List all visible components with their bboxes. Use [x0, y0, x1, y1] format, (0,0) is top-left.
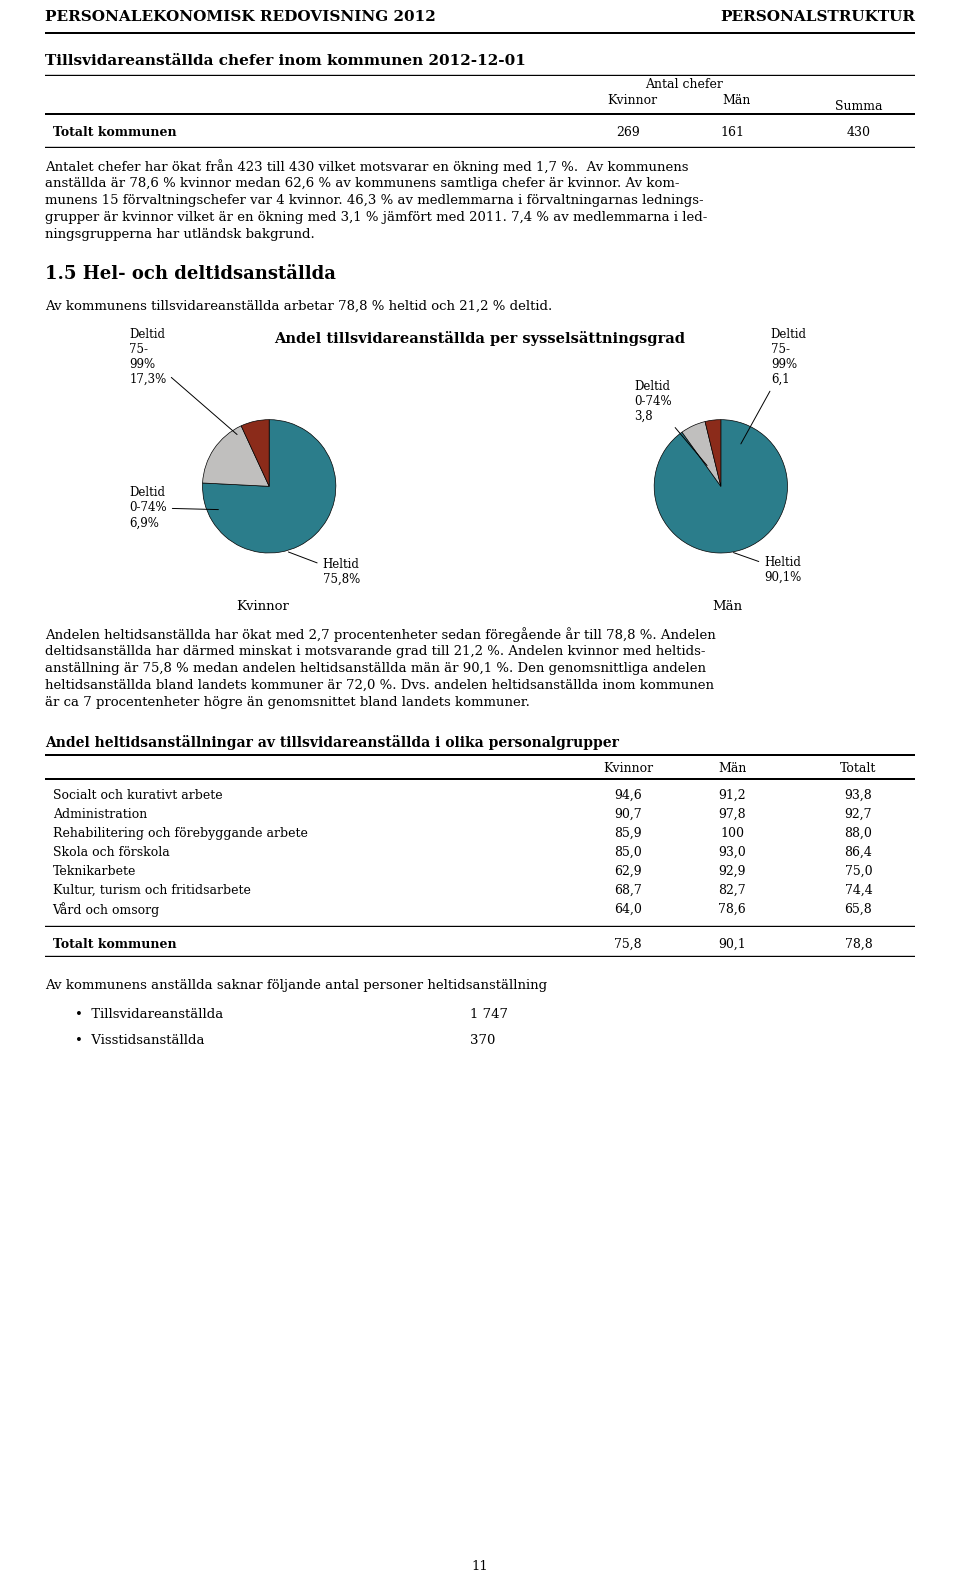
Text: 82,7: 82,7 [718, 884, 746, 897]
Text: 75,0: 75,0 [845, 865, 873, 878]
Text: 269: 269 [616, 126, 639, 139]
Text: 88,0: 88,0 [845, 827, 873, 840]
Text: Kvinnor: Kvinnor [607, 94, 658, 107]
Text: Tillsvidareanställda chefer inom kommunen 2012-12-01: Tillsvidareanställda chefer inom kommune… [45, 54, 526, 68]
Text: 93,0: 93,0 [718, 846, 746, 859]
Text: Deltid
0-74%
3,8: Deltid 0-74% 3,8 [635, 379, 708, 465]
Text: 11: 11 [471, 1560, 489, 1572]
Text: Skola och förskola: Skola och förskola [53, 846, 169, 859]
Text: Totalt kommunen: Totalt kommunen [53, 938, 177, 951]
Text: Heltid
75,8%: Heltid 75,8% [288, 553, 360, 586]
Text: 62,9: 62,9 [614, 865, 641, 878]
Text: 97,8: 97,8 [718, 808, 746, 820]
Text: Andel heltidsanställningar av tillsvidareanställda i olika personalgrupper: Andel heltidsanställningar av tillsvidar… [45, 736, 619, 750]
Text: Deltid
75-
99%
17,3%: Deltid 75- 99% 17,3% [130, 328, 237, 435]
Text: 86,4: 86,4 [845, 846, 873, 859]
Text: PERSONALSTRUKTUR: PERSONALSTRUKTUR [720, 10, 915, 24]
Text: 370: 370 [469, 1034, 495, 1048]
Wedge shape [241, 419, 269, 486]
Text: grupper är kvinnor vilket är en ökning med 3,1 % jämfört med 2011. 7,4 % av medl: grupper är kvinnor vilket är en ökning m… [45, 210, 708, 225]
Text: 430: 430 [847, 126, 871, 139]
Text: 85,9: 85,9 [614, 827, 641, 840]
Text: Andelen heltidsanställda har ökat med 2,7 procentenheter sedan föregående år til: Andelen heltidsanställda har ökat med 2,… [45, 628, 716, 642]
Text: Administration: Administration [53, 808, 147, 820]
Text: 93,8: 93,8 [845, 789, 873, 801]
Text: Heltid
90,1%: Heltid 90,1% [733, 553, 802, 585]
Text: Kvinnor: Kvinnor [236, 601, 289, 613]
Text: Män: Män [712, 601, 743, 613]
Text: Teknikarbete: Teknikarbete [53, 865, 136, 878]
Text: 100: 100 [720, 827, 744, 840]
Text: Kvinnor: Kvinnor [603, 761, 653, 774]
Text: 90,7: 90,7 [614, 808, 641, 820]
Text: deltidsanställda har därmed minskat i motsvarande grad till 21,2 %. Andelen kvin: deltidsanställda har därmed minskat i mo… [45, 645, 706, 658]
Text: anställda är 78,6 % kvinnor medan 62,6 % av kommunens samtliga chefer är kvinnor: anställda är 78,6 % kvinnor medan 62,6 %… [45, 177, 680, 190]
Text: 78,6: 78,6 [718, 903, 746, 916]
Text: 1.5 Hel- och deltidsanställda: 1.5 Hel- och deltidsanställda [45, 264, 336, 284]
Text: 161: 161 [720, 126, 744, 139]
Text: 92,7: 92,7 [845, 808, 873, 820]
Text: 65,8: 65,8 [845, 903, 873, 916]
Text: PERSONALEKONOMISK REDOVISNING 2012: PERSONALEKONOMISK REDOVISNING 2012 [45, 10, 436, 24]
Text: Av kommunens tillsvidareanställda arbetar 78,8 % heltid och 21,2 % deltid.: Av kommunens tillsvidareanställda arbeta… [45, 299, 552, 312]
Text: Andel tillsvidareanställda per sysselsättningsgrad: Andel tillsvidareanställda per sysselsät… [275, 331, 685, 347]
Text: Män: Män [718, 761, 747, 774]
Text: 74,4: 74,4 [845, 884, 873, 897]
Wedge shape [203, 425, 269, 486]
Wedge shape [203, 419, 336, 553]
Text: 90,1: 90,1 [718, 938, 746, 951]
Text: 68,7: 68,7 [614, 884, 642, 897]
Text: Totalt: Totalt [840, 761, 876, 774]
Text: 91,2: 91,2 [718, 789, 746, 801]
Text: Antalet chefer har ökat från 423 till 430 vilket motsvarar en ökning med 1,7 %. : Antalet chefer har ökat från 423 till 43… [45, 159, 688, 174]
Text: Summa: Summa [834, 100, 882, 113]
Text: Rehabilitering och förebyggande arbete: Rehabilitering och förebyggande arbete [53, 827, 307, 840]
Text: ningsgrupperna har utländsk bakgrund.: ningsgrupperna har utländsk bakgrund. [45, 228, 315, 241]
Text: Deltid
75-
99%
6,1: Deltid 75- 99% 6,1 [741, 328, 806, 444]
Text: •  Tillsvidareanställda: • Tillsvidareanställda [75, 1008, 224, 1021]
Text: anställning är 75,8 % medan andelen heltidsanställda män är 90,1 %. Den genomsni: anställning är 75,8 % medan andelen helt… [45, 663, 706, 675]
Text: Deltid
0-74%
6,9%: Deltid 0-74% 6,9% [130, 486, 218, 529]
Text: heltidsanställda bland landets kommuner är 72,0 %. Dvs. andelen heltidsanställda: heltidsanställda bland landets kommuner … [45, 679, 714, 691]
Wedge shape [705, 419, 721, 486]
Text: 78,8: 78,8 [845, 938, 873, 951]
Text: 92,9: 92,9 [718, 865, 746, 878]
Text: 1 747: 1 747 [469, 1008, 508, 1021]
Text: 64,0: 64,0 [614, 903, 642, 916]
Text: Totalt kommunen: Totalt kommunen [53, 126, 177, 139]
Text: munens 15 förvaltningschefer var 4 kvinnor. 46,3 % av medlemmarna i förvaltninga: munens 15 förvaltningschefer var 4 kvinn… [45, 194, 704, 207]
Text: Kultur, turism och fritidsarbete: Kultur, turism och fritidsarbete [53, 884, 251, 897]
Text: Av kommunens anställda saknar följande antal personer heltidsanställning: Av kommunens anställda saknar följande a… [45, 980, 547, 992]
Text: Vård och omsorg: Vård och omsorg [53, 902, 160, 918]
Text: Antal chefer: Antal chefer [645, 78, 724, 91]
Text: 75,8: 75,8 [614, 938, 641, 951]
Text: •  Visstidsanställda: • Visstidsanställda [75, 1034, 204, 1048]
Text: är ca 7 procentenheter högre än genomsnittet bland landets kommuner.: är ca 7 procentenheter högre än genomsni… [45, 696, 530, 709]
Text: 94,6: 94,6 [614, 789, 642, 801]
Text: 85,0: 85,0 [614, 846, 642, 859]
Wedge shape [654, 419, 787, 553]
Text: Män: Män [723, 94, 751, 107]
Text: Socialt och kurativt arbete: Socialt och kurativt arbete [53, 789, 222, 801]
Wedge shape [682, 422, 721, 486]
